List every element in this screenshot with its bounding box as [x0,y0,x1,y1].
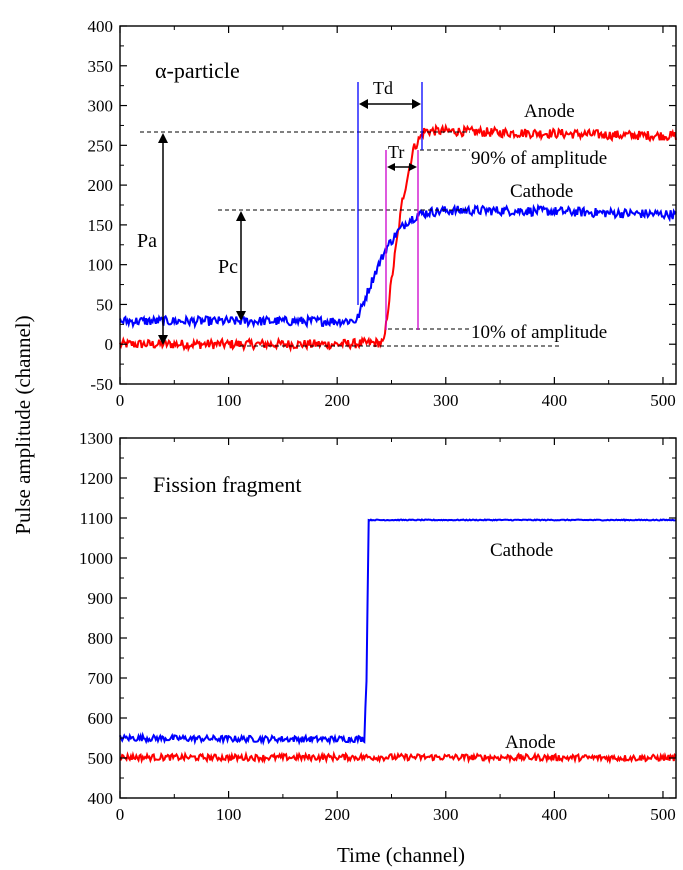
y-tick-label: 400 [88,789,114,808]
cathode-series-label-fission: Cathode [490,540,553,561]
y-tick-label: 200 [88,176,114,195]
ten-percent-label: 10% of amplitude [471,322,607,343]
x-tick-label: 0 [116,805,125,824]
x-tick-label: 100 [216,805,242,824]
y-tick-label: 400 [88,17,114,36]
y-tick-label: 600 [88,709,114,728]
arrows [158,99,421,345]
y-tick-label: 100 [88,256,114,275]
tr-label: Tr [388,142,404,162]
y-tick-label: 800 [88,629,114,648]
anode-series-label-fission: Anode [505,732,556,753]
series-cathode-line [119,203,677,330]
fission-fragment-panel: 400 500 600 700 800 900 1000 1100 1200 1300 0 100 20… [79,429,677,824]
y-axis-title: Pulse amplitude (channel) [11,315,35,534]
series-anode-line [119,750,677,765]
ninety-percent-label: 90% of amplitude [471,148,607,169]
panel-title-fission: Fission fragment [153,472,302,497]
y-tick-label: 1200 [79,469,113,488]
x-tick-label: 200 [324,391,350,410]
x-tick-label: 500 [650,805,676,824]
timing-markers [357,82,423,330]
y-tick-label: 1300 [79,429,113,448]
x-axis-title: Time (channel) [337,843,465,867]
x-tick-label: 0 [116,391,125,410]
y-tick-label: 300 [88,97,114,116]
panel-title-alpha: α-particle [155,58,240,83]
y-tick-label: 250 [88,136,114,155]
pa-label: Pa [137,230,157,252]
x-tick-label: 400 [542,391,568,410]
y-tick-label: 0 [105,335,114,354]
y-tick-label: 700 [88,669,114,688]
x-tick-label: 200 [324,805,350,824]
x-tick-label: 300 [433,805,459,824]
reference-lines [140,131,560,347]
y-tick-label: 150 [88,216,114,235]
y-tick-label: 500 [88,749,114,768]
td-label: Td [373,78,393,98]
y-tick-label: 1100 [80,509,113,528]
y-tick-label: 50 [96,295,113,314]
y-tick-label: -50 [90,375,113,394]
y-tick-label: 1000 [79,549,113,568]
x-tick-label: 100 [216,391,242,410]
y-tick-label: 900 [88,589,114,608]
x-tick-label: 400 [542,805,568,824]
x-tick-label: 300 [433,391,459,410]
pc-label: Pc [218,256,238,278]
anode-series-label: Anode [524,101,575,122]
cathode-series-label: Cathode [510,181,573,202]
y-tick-label: 350 [88,57,114,76]
x-tick-label: 500 [650,391,676,410]
series-cathode-line [119,518,677,746]
